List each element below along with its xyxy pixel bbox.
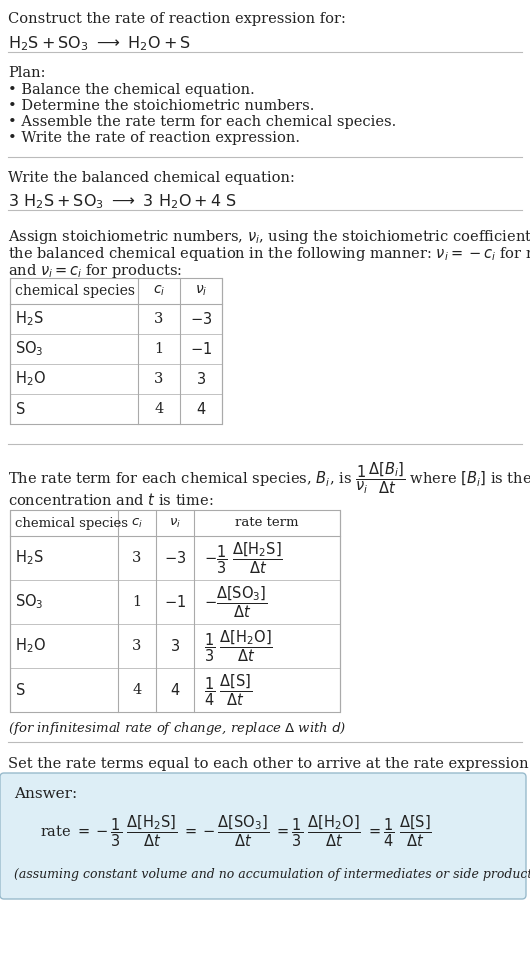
Text: $\mathrm{H_2O}$: $\mathrm{H_2O}$ xyxy=(15,370,46,388)
Text: $-1$: $-1$ xyxy=(190,341,212,357)
Text: $4$: $4$ xyxy=(196,401,206,417)
Text: • Assemble the rate term for each chemical species.: • Assemble the rate term for each chemic… xyxy=(8,115,396,129)
Text: $c_i$: $c_i$ xyxy=(131,516,143,530)
Text: rate $= -\dfrac{1}{3}\ \dfrac{\Delta[\mathrm{H_2S}]}{\Delta t}$$\ = -\dfrac{\Del: rate $= -\dfrac{1}{3}\ \dfrac{\Delta[\ma… xyxy=(40,813,432,848)
Text: $\mathrm{SO_3}$: $\mathrm{SO_3}$ xyxy=(15,592,43,611)
Text: $\mathrm{3\ H_2S + SO_3 \ \longrightarrow \ 3\ H_2O + 4\ S}$: $\mathrm{3\ H_2S + SO_3 \ \longrightarro… xyxy=(8,192,237,211)
Text: 1: 1 xyxy=(132,595,142,609)
Text: 4: 4 xyxy=(132,683,142,697)
Text: rate term: rate term xyxy=(235,516,299,530)
Text: $-\dfrac{1}{3}\ \dfrac{\Delta[\mathrm{H_2S}]}{\Delta t}$: $-\dfrac{1}{3}\ \dfrac{\Delta[\mathrm{H_… xyxy=(204,541,283,576)
Text: $\nu_i$: $\nu_i$ xyxy=(169,516,181,530)
Text: Plan:: Plan: xyxy=(8,66,46,80)
Text: • Determine the stoichiometric numbers.: • Determine the stoichiometric numbers. xyxy=(8,99,314,113)
Text: • Write the rate of reaction expression.: • Write the rate of reaction expression. xyxy=(8,131,300,145)
Text: $\mathrm{S}$: $\mathrm{S}$ xyxy=(15,682,25,698)
Text: Set the rate terms equal to each other to arrive at the rate expression:: Set the rate terms equal to each other t… xyxy=(8,757,530,771)
Bar xyxy=(10,510,340,712)
Text: $-\dfrac{\Delta[\mathrm{SO_3}]}{\Delta t}$: $-\dfrac{\Delta[\mathrm{SO_3}]}{\Delta t… xyxy=(204,585,268,620)
Text: concentration and $t$ is time:: concentration and $t$ is time: xyxy=(8,492,214,508)
Text: 3: 3 xyxy=(132,639,142,653)
Text: $\mathrm{H_2S}$: $\mathrm{H_2S}$ xyxy=(15,549,43,567)
FancyBboxPatch shape xyxy=(0,773,526,899)
Text: $4$: $4$ xyxy=(170,682,180,698)
Text: $\mathrm{H_2O}$: $\mathrm{H_2O}$ xyxy=(15,636,46,655)
Text: chemical species: chemical species xyxy=(15,516,128,530)
Text: and $\nu_i = c_i$ for products:: and $\nu_i = c_i$ for products: xyxy=(8,262,182,280)
Text: $\mathrm{S}$: $\mathrm{S}$ xyxy=(15,401,25,417)
Text: $\mathrm{H_2S + SO_3 \ \longrightarrow \ H_2O + S}$: $\mathrm{H_2S + SO_3 \ \longrightarrow \… xyxy=(8,34,191,53)
Text: $-3$: $-3$ xyxy=(190,311,212,327)
Text: $\dfrac{1}{3}\ \dfrac{\Delta[\mathrm{H_2O}]}{\Delta t}$: $\dfrac{1}{3}\ \dfrac{\Delta[\mathrm{H_2… xyxy=(204,629,273,664)
Text: 4: 4 xyxy=(154,402,164,416)
Text: $-3$: $-3$ xyxy=(164,550,186,566)
Text: 3: 3 xyxy=(154,312,164,326)
Text: $3$: $3$ xyxy=(170,638,180,654)
Bar xyxy=(10,278,222,424)
Text: The rate term for each chemical species, $B_i$, is $\dfrac{1}{\nu_i}\dfrac{\Delt: The rate term for each chemical species,… xyxy=(8,460,530,496)
Text: Construct the rate of reaction expression for:: Construct the rate of reaction expressio… xyxy=(8,12,346,26)
Text: $\nu_i$: $\nu_i$ xyxy=(195,284,207,299)
Text: Assign stoichiometric numbers, $\nu_i$, using the stoichiometric coefficients, $: Assign stoichiometric numbers, $\nu_i$, … xyxy=(8,228,530,246)
Text: 3: 3 xyxy=(154,372,164,386)
Text: 3: 3 xyxy=(132,551,142,565)
Text: $3$: $3$ xyxy=(196,371,206,387)
Text: chemical species: chemical species xyxy=(15,284,135,298)
Text: $\mathrm{SO_3}$: $\mathrm{SO_3}$ xyxy=(15,340,43,358)
Text: $\dfrac{1}{4}\ \dfrac{\Delta[\mathrm{S}]}{\Delta t}$: $\dfrac{1}{4}\ \dfrac{\Delta[\mathrm{S}]… xyxy=(204,672,253,708)
Text: $\mathrm{H_2S}$: $\mathrm{H_2S}$ xyxy=(15,309,43,328)
Text: (assuming constant volume and no accumulation of intermediates or side products): (assuming constant volume and no accumul… xyxy=(14,868,530,881)
Text: the balanced chemical equation in the following manner: $\nu_i = -c_i$ for react: the balanced chemical equation in the fo… xyxy=(8,245,530,263)
Text: Answer:: Answer: xyxy=(14,787,77,801)
Text: • Balance the chemical equation.: • Balance the chemical equation. xyxy=(8,83,255,97)
Text: (for infinitesimal rate of change, replace $\Delta$ with $d$): (for infinitesimal rate of change, repla… xyxy=(8,720,347,737)
Text: Write the balanced chemical equation:: Write the balanced chemical equation: xyxy=(8,171,295,185)
Text: $c_i$: $c_i$ xyxy=(153,284,165,299)
Text: $-1$: $-1$ xyxy=(164,594,186,610)
Text: 1: 1 xyxy=(154,342,164,356)
